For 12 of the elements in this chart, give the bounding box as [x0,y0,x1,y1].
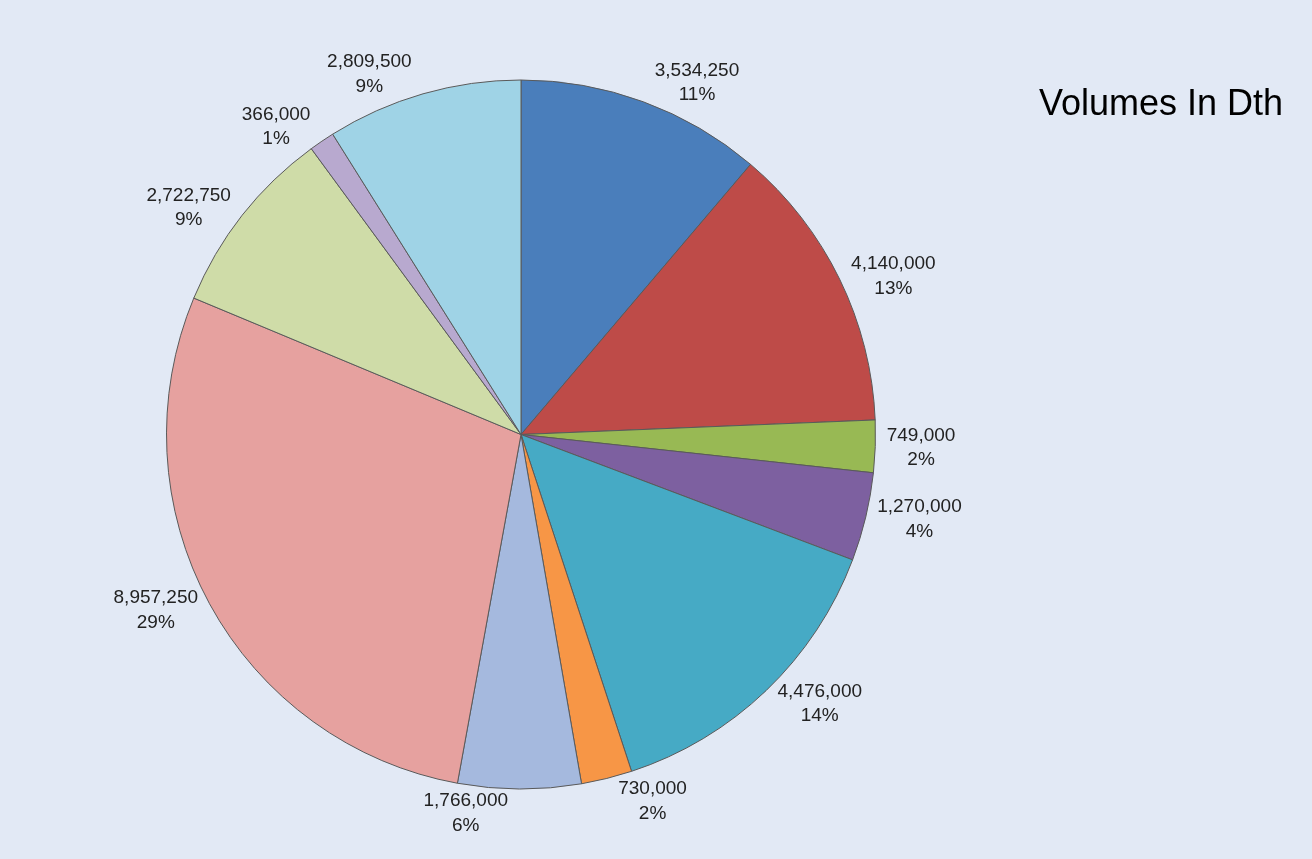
data-label: 8,957,250 29% [113,586,199,632]
text: Volumes In Dth [1039,82,1284,123]
data-label: 1,766,000 6% [423,789,509,835]
data-label: 366,000 1% [241,102,311,149]
data-label: 749,000 2% [886,423,956,470]
data-label: 1,270,000 4% [877,495,962,542]
data-label: 4,476,000 14% [777,679,863,726]
data-label: 2,809,500 9% [327,49,412,96]
data-label: 3,534,250 11% [654,58,740,105]
data-label: 4,140,000 13% [851,251,936,298]
data-label: 2,722,750 9% [146,183,231,230]
data-label: 730,000 2% [618,777,687,823]
